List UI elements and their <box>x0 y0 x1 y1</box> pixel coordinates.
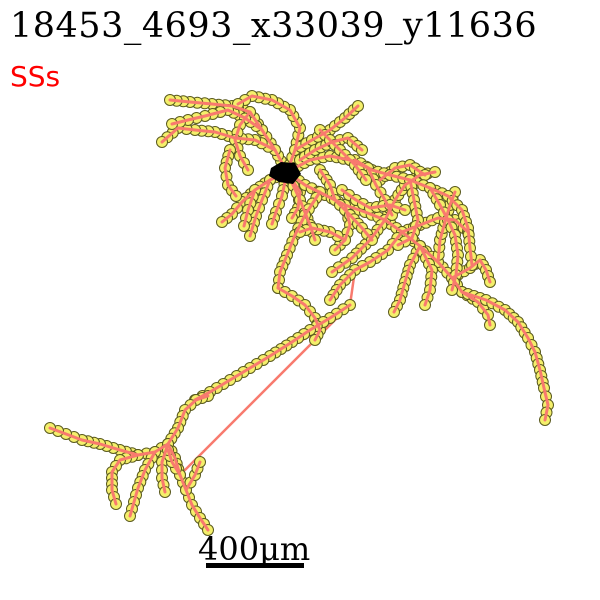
branch-line <box>318 128 368 182</box>
branch-line <box>184 460 202 492</box>
branch-line <box>110 453 140 506</box>
branch-line <box>418 244 434 307</box>
branch-line <box>293 104 360 152</box>
branch-line <box>340 188 407 212</box>
branch-line <box>170 108 264 132</box>
branch-line <box>353 158 474 267</box>
branch-line <box>168 98 289 174</box>
branch-line <box>166 448 182 477</box>
branch-line <box>428 186 460 292</box>
soma-marker <box>269 162 301 184</box>
branch-line <box>328 230 404 302</box>
branch-lines <box>48 94 550 532</box>
branch-line <box>450 258 492 284</box>
branch-line <box>276 190 322 290</box>
branch-line <box>223 148 238 198</box>
branch-line <box>285 154 370 174</box>
branch-line <box>128 450 157 518</box>
branch-line <box>396 178 420 247</box>
branch-line <box>233 110 252 172</box>
branch-line <box>160 126 277 152</box>
branch-line <box>242 188 257 228</box>
branch-line <box>220 170 289 224</box>
figure-title: 18453_4693_x33039_y11636 <box>10 6 538 46</box>
branch-line <box>333 203 352 252</box>
branch-line <box>48 394 210 457</box>
branch-line <box>298 226 347 242</box>
branch-line <box>248 178 272 238</box>
scale-bar-label: 400μm <box>198 530 311 568</box>
branch-line <box>318 168 374 242</box>
scale-bar <box>206 563 304 568</box>
figure-subtitle: SSs <box>10 60 61 93</box>
branch-line <box>160 442 170 494</box>
branch-line <box>270 170 289 226</box>
branch-line <box>276 286 322 342</box>
branch-line <box>460 290 550 422</box>
soma-shape <box>269 162 301 184</box>
branch-line <box>193 303 352 402</box>
branch-nodes <box>44 90 554 536</box>
branch-line <box>366 166 394 217</box>
branch-line <box>330 218 387 274</box>
branch-line <box>392 244 422 314</box>
branch-line <box>460 290 492 327</box>
